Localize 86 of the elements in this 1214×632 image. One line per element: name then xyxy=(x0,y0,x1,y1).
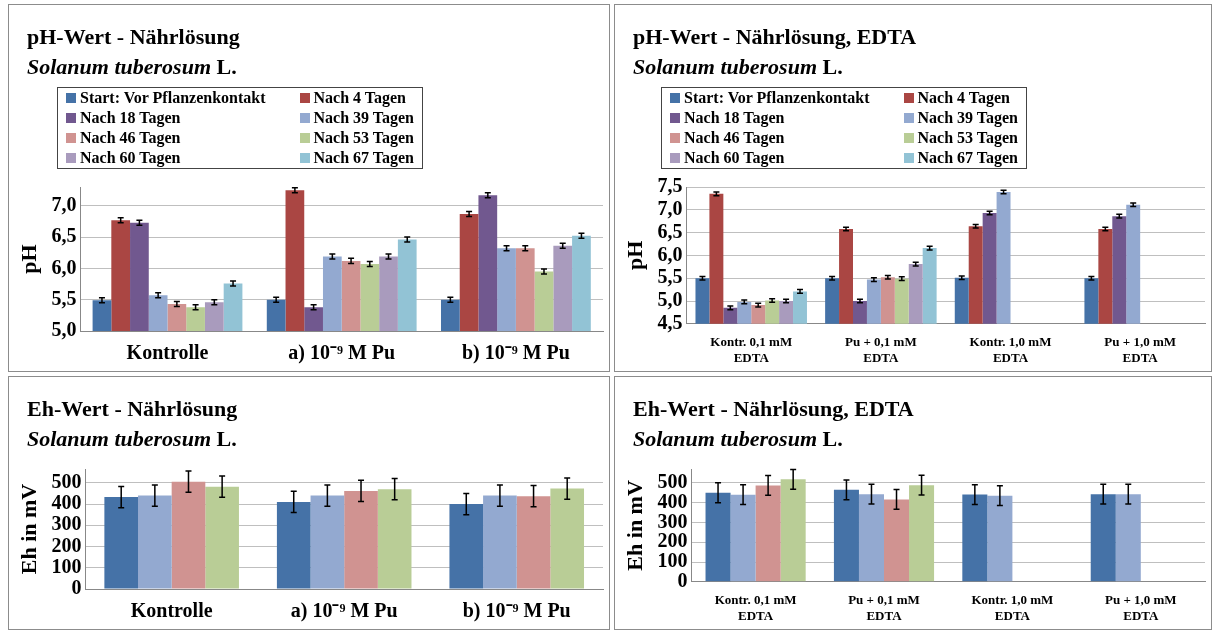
y-tick-label: 6,5 xyxy=(51,224,77,247)
y-tick-label: 7,5 xyxy=(657,174,683,197)
bar xyxy=(104,497,139,589)
legend-label: Nach 4 Tagen xyxy=(916,88,1011,108)
legend-label: Nach 39 Tagen xyxy=(916,108,1018,128)
bar xyxy=(987,495,1013,582)
y-tick-label: 200 xyxy=(51,533,82,556)
legend-label: Start: Vor Pflanzenkontakt xyxy=(79,88,266,108)
x-tick-label: Pu + 0,1 mM EDTA xyxy=(848,591,920,623)
y-tick-label: 400 xyxy=(51,491,82,514)
x-tick-label: Pu + 1,0 mM EDTA xyxy=(1104,591,1177,623)
x-tick-label: Kontr. 0,1 mM EDTA xyxy=(710,333,793,365)
bar xyxy=(205,486,239,589)
bar xyxy=(1090,494,1116,582)
x-tick-label: Pu + 0,1 mM EDTA xyxy=(845,333,917,365)
chart-title: pH-Wert - Nährlösung, EDTA xyxy=(633,23,918,51)
legend-label: Nach 46 Tagen xyxy=(79,128,182,148)
bar xyxy=(344,490,378,589)
legend-label: Start: Vor Pflanzenkontakt xyxy=(683,88,870,108)
bar xyxy=(310,495,345,589)
x-tick-label: Kontr. 1,0 mM EDTA xyxy=(971,591,1054,623)
y-tick-label: 7,0 xyxy=(51,192,77,215)
chart-title: Eh-Wert - Nährlösung xyxy=(27,395,239,423)
bar xyxy=(276,501,311,589)
y-axis-title: Eh in mV xyxy=(621,480,647,571)
chart-subtitle: Solanum tuberosum L. xyxy=(633,425,844,453)
bar xyxy=(550,488,585,589)
y-tick-label: 6,0 xyxy=(657,242,683,265)
bar xyxy=(483,495,517,589)
y-tick-label: 5,0 xyxy=(51,318,77,341)
legend-label: Nach 60 Tagen xyxy=(79,148,182,168)
bar xyxy=(730,494,756,582)
chart-title: Eh-Wert - Nährlösung, EDTA xyxy=(633,395,915,423)
y-axis-title: pH xyxy=(15,244,41,274)
bar xyxy=(858,494,884,582)
legend-label: Nach 53 Tagen xyxy=(916,128,1018,148)
y-tick-label: 6,5 xyxy=(657,219,683,242)
bar xyxy=(449,504,484,589)
legend-label: Nach 67 Tagen xyxy=(916,148,1018,168)
legend-label: Nach 39 Tagen xyxy=(312,108,414,128)
y-tick-label: 5,5 xyxy=(657,265,683,288)
chart-subtitle: Solanum tuberosum L. xyxy=(633,53,844,81)
x-tick-label: Pu + 1,0 mM EDTA xyxy=(1104,333,1177,365)
bar xyxy=(833,489,859,582)
x-tick-label: Kontrolle xyxy=(126,341,209,364)
legend-label: Nach 60 Tagen xyxy=(683,148,786,168)
bar xyxy=(377,489,412,589)
legend-label: Nach 46 Tagen xyxy=(683,128,786,148)
chart-subtitle: Solanum tuberosum L. xyxy=(27,53,238,81)
bar xyxy=(755,485,781,582)
legend-label: Nach 18 Tagen xyxy=(79,108,182,128)
y-tick-label: 5,0 xyxy=(657,288,683,311)
legend-label: Nach 67 Tagen xyxy=(312,148,414,168)
x-tick-label: b) 10⁻⁹ M Pu xyxy=(462,599,571,623)
y-axis-title: pH xyxy=(621,240,647,271)
x-tick-label: Kontr. 1,0 mM EDTA xyxy=(969,333,1052,365)
x-tick-label: a) 10⁻⁹ M Pu xyxy=(290,599,398,623)
legend-label: Nach 4 Tagen xyxy=(312,88,407,108)
y-tick-label: 7,0 xyxy=(657,196,683,219)
y-tick-label: 300 xyxy=(657,509,688,532)
bar xyxy=(516,496,551,589)
bar xyxy=(884,499,910,582)
x-tick-label: a) 10⁻⁹ M Pu xyxy=(288,341,396,365)
y-tick-label: 0 xyxy=(71,576,82,599)
y-tick-label: 500 xyxy=(51,469,82,492)
chart-title: pH-Wert - Nährlösung xyxy=(27,23,241,51)
y-tick-label: 5,5 xyxy=(51,286,77,309)
bar xyxy=(780,479,806,582)
x-tick-label: Kontr. 0,1 mM EDTA xyxy=(714,591,797,623)
y-tick-label: 100 xyxy=(51,554,82,577)
bar xyxy=(962,494,988,582)
bar xyxy=(1115,494,1141,582)
y-tick-label: 4,5 xyxy=(657,310,683,333)
y-tick-label: 200 xyxy=(657,529,688,552)
x-tick-label: Kontrolle xyxy=(130,599,213,622)
legend-label: Nach 18 Tagen xyxy=(683,108,786,128)
y-tick-label: 300 xyxy=(51,512,82,535)
bar xyxy=(171,481,206,589)
y-tick-label: 6,0 xyxy=(51,255,77,278)
bar xyxy=(909,485,935,582)
x-tick-label: b) 10⁻⁹ M Pu xyxy=(461,341,570,365)
bar xyxy=(705,492,731,582)
chart-subtitle: Solanum tuberosum L. xyxy=(27,425,238,453)
y-axis-title: Eh in mV xyxy=(15,483,41,575)
bar xyxy=(138,495,172,589)
legend-label: Nach 53 Tagen xyxy=(312,128,414,148)
